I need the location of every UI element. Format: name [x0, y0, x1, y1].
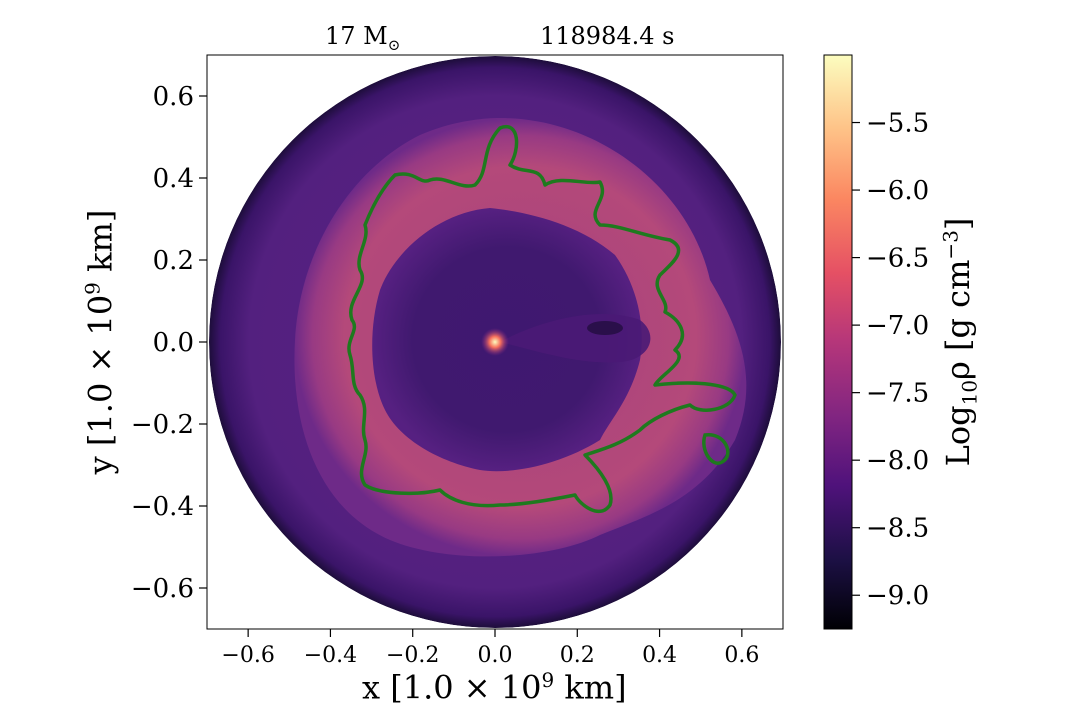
colorbar-tick-label: −8.0: [866, 446, 929, 476]
chart-title-mass: 17 M⊙: [325, 22, 401, 54]
y-tick-label: 0.4: [153, 164, 194, 194]
x-tick-label: 0.4: [642, 643, 677, 668]
y-tick-label: −0.2: [131, 410, 194, 440]
x-tick-label: 0.2: [560, 643, 595, 668]
density-field: [209, 56, 781, 628]
region-dark-pocket: [587, 321, 623, 335]
y-tick-label: −0.6: [131, 574, 194, 604]
y-tick-label: 0.0: [153, 328, 194, 358]
y-tick-label: 0.2: [153, 246, 194, 276]
colorbar-tick-label: −8.5: [866, 514, 929, 544]
x-axis-label: x [1.0 × 109 km]: [362, 668, 627, 707]
colorbar-tick-label: −5.5: [866, 109, 929, 139]
colorbar-tick-label: −7.5: [866, 379, 929, 409]
chart-title-time: 118984.4 s: [540, 22, 675, 50]
colorbar-tick-label: −6.5: [866, 244, 929, 274]
colorbar-tick-label: −9.0: [866, 581, 929, 611]
x-tick-label: −0.2: [386, 643, 439, 668]
colorbar: [823, 54, 853, 630]
colorbar-tick-label: −6.0: [866, 176, 929, 206]
colorbar-tick-label: −7.0: [866, 311, 929, 341]
x-axis-ticks: −0.6 −0.4 −0.2 0.0 0.2 0.4 0.6: [221, 629, 759, 668]
colorbar-label: Log10ρ [g cm−3]: [938, 217, 982, 467]
y-axis-label: y [1.0 × 109 km]: [80, 209, 120, 475]
contour-line: [347, 124, 737, 513]
x-tick-label: 0.6: [724, 643, 759, 668]
y-tick-label: 0.6: [153, 82, 194, 112]
y-axis-ticks: 0.6 0.4 0.2 0.0 −0.2 −0.4 −0.6: [131, 82, 207, 604]
x-tick-label: −0.4: [304, 643, 357, 668]
y-tick-label: −0.4: [131, 492, 194, 522]
contour-blob-right: [702, 433, 730, 465]
colorbar-ticks: −5.5 −6.0 −6.5 −7.0 −7.5 −8.0 −8.5 −9.0: [852, 109, 929, 611]
x-tick-label: −0.6: [221, 643, 274, 668]
x-tick-label: 0.0: [478, 643, 513, 668]
region-center-core: [481, 328, 509, 356]
